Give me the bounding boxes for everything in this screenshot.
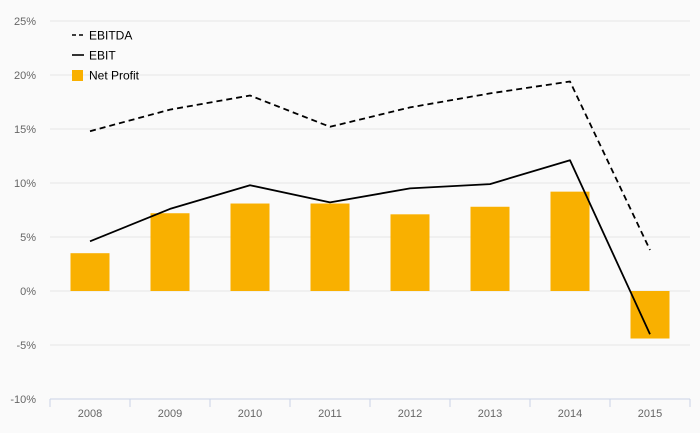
y-tick-label: 0% bbox=[20, 286, 36, 298]
legend-net-profit-label: Net Profit bbox=[89, 69, 140, 83]
x-axis bbox=[49, 398, 691, 407]
x-tick-label: 2015 bbox=[638, 408, 662, 420]
bar-net-profit bbox=[150, 213, 190, 291]
x-tick-label: 2010 bbox=[238, 408, 262, 420]
line-ebit bbox=[89, 159, 651, 335]
gridlines bbox=[50, 20, 690, 346]
line-series bbox=[89, 80, 651, 335]
x-tick-label: 2011 bbox=[318, 408, 342, 420]
x-tick-label: 2012 bbox=[398, 408, 422, 420]
net-profit-bars bbox=[70, 191, 670, 339]
y-tick-label: 5% bbox=[20, 232, 36, 244]
y-axis-tick-labels: 25% 20% 15% 10% 5% 0% -5% -10% bbox=[10, 16, 36, 406]
legend-ebitda-label: EBITDA bbox=[89, 29, 132, 43]
y-tick-label: 10% bbox=[14, 178, 36, 190]
bar-net-profit bbox=[310, 203, 350, 291]
line-ebitda bbox=[89, 80, 651, 251]
y-tick-label: 15% bbox=[14, 124, 36, 136]
x-axis-tick-labels: 2008 2009 2010 2011 2012 2013 2014 2015 bbox=[78, 408, 662, 420]
x-tick-label: 2014 bbox=[558, 408, 582, 420]
bar-net-profit bbox=[230, 203, 270, 291]
bar-net-profit bbox=[630, 291, 670, 339]
legend: EBITDA EBIT Net Profit bbox=[72, 29, 140, 83]
bar-net-profit bbox=[70, 253, 110, 291]
y-tick-label: 20% bbox=[14, 70, 36, 82]
bar-net-profit bbox=[470, 206, 510, 291]
x-tick-label: 2008 bbox=[78, 408, 102, 420]
bar-net-profit bbox=[550, 191, 590, 291]
legend-ebit-label: EBIT bbox=[89, 49, 116, 63]
x-tick-label: 2013 bbox=[478, 408, 502, 420]
y-tick-label: 25% bbox=[14, 16, 36, 28]
legend-net-profit-swatch bbox=[72, 70, 83, 81]
x-tick-label: 2009 bbox=[158, 408, 182, 420]
y-tick-label: -10% bbox=[10, 394, 36, 406]
y-tick-label: -5% bbox=[16, 340, 36, 352]
bar-net-profit bbox=[390, 214, 430, 291]
